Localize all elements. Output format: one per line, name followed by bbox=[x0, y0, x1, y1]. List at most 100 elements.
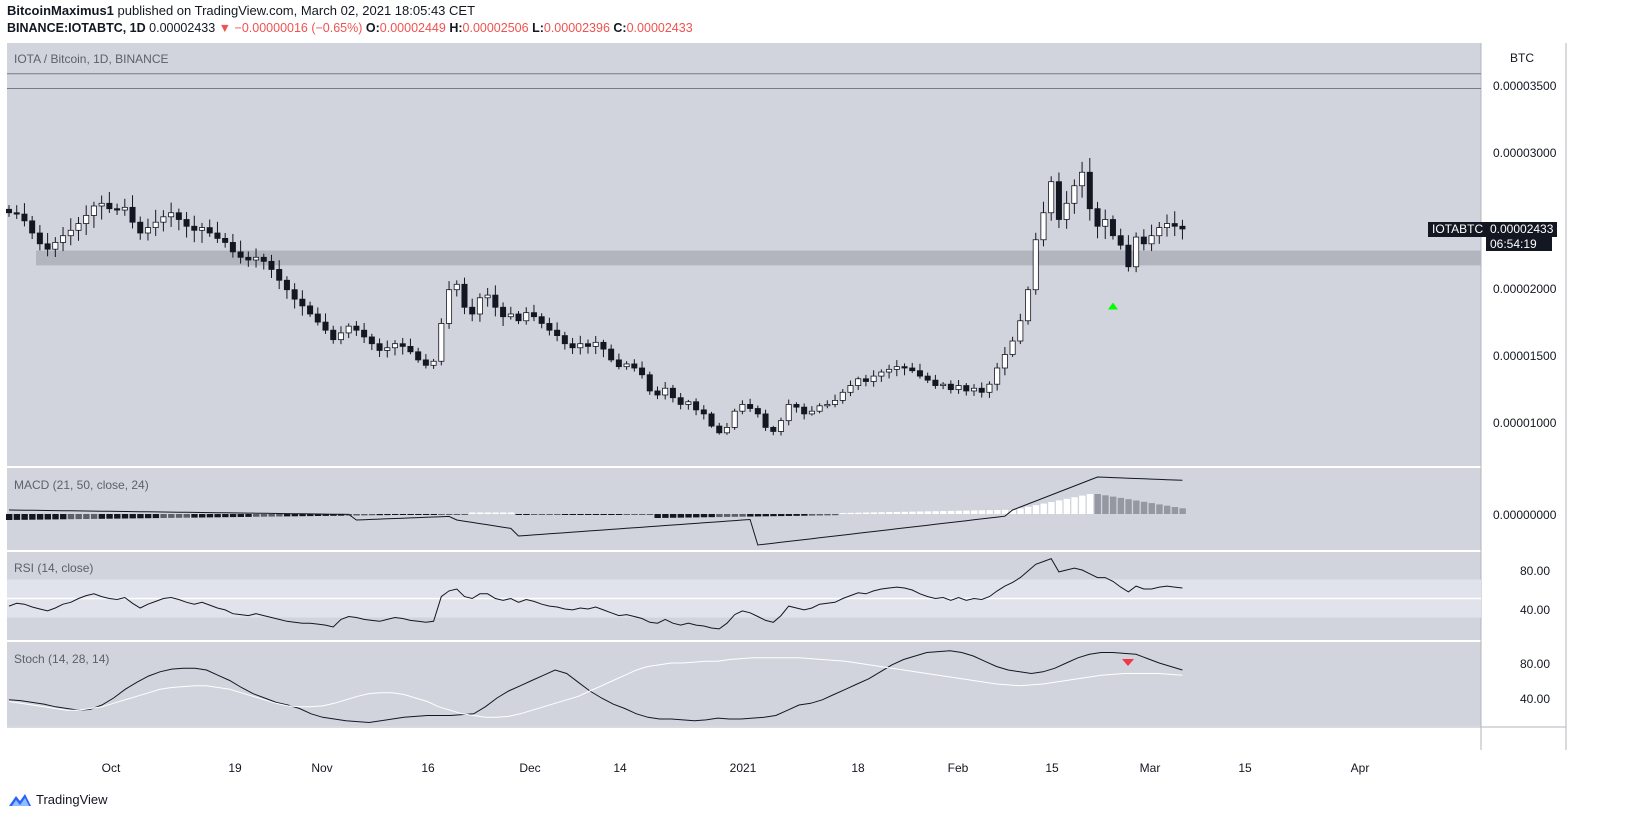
macd-histogram-bar bbox=[245, 514, 252, 517]
macd-histogram-bar bbox=[446, 514, 453, 515]
candle-body bbox=[330, 329, 337, 341]
macd-histogram-bar bbox=[121, 514, 129, 519]
macd-histogram-bar bbox=[1017, 508, 1024, 514]
macd-histogram-bar bbox=[631, 514, 638, 515]
macd-histogram-bar bbox=[585, 514, 592, 515]
candle-body bbox=[862, 378, 869, 382]
candle-body bbox=[83, 215, 90, 224]
macd-histogram-bar bbox=[561, 514, 569, 515]
candle-body bbox=[816, 405, 823, 412]
candle-body bbox=[677, 397, 684, 405]
candle-body bbox=[770, 426, 777, 432]
macd-histogram-bar bbox=[1032, 505, 1040, 514]
macd-histogram-bar bbox=[515, 514, 522, 515]
candle-body bbox=[299, 298, 306, 307]
high-value: 0.00002506 bbox=[462, 21, 529, 35]
macd-histogram-bar bbox=[770, 514, 777, 517]
macd-histogram-bar bbox=[971, 510, 978, 514]
candle-body bbox=[1102, 219, 1109, 227]
candle-body bbox=[36, 232, 43, 245]
macd-histogram-bar bbox=[824, 514, 831, 516]
macd-histogram-bar bbox=[886, 512, 893, 514]
macd-histogram-bar bbox=[152, 514, 160, 519]
macd-histogram-bar bbox=[1048, 502, 1055, 514]
rsi-pane-title: RSI (14, close) bbox=[14, 561, 94, 575]
candle-body bbox=[415, 351, 422, 361]
tradingview-logo-icon bbox=[9, 793, 31, 806]
published-text: published on TradingView.com, March 02, … bbox=[113, 3, 476, 18]
macd-histogram-bar bbox=[700, 514, 708, 518]
macd-histogram-bar bbox=[778, 514, 785, 517]
candle-body bbox=[855, 378, 862, 386]
macd-histogram-bar bbox=[268, 514, 275, 517]
candle-body bbox=[384, 347, 391, 351]
macd-histogram-bar bbox=[6, 514, 13, 520]
macd-histogram-bar bbox=[361, 514, 368, 516]
candle-body bbox=[886, 368, 893, 373]
candle-body bbox=[916, 370, 923, 377]
candle-body bbox=[646, 374, 653, 392]
macd-histogram-bar bbox=[1133, 500, 1140, 514]
candle-body bbox=[337, 332, 344, 341]
macd-histogram-bar bbox=[639, 514, 646, 515]
macd-histogram-bar bbox=[60, 514, 67, 520]
macd-histogram-bar bbox=[546, 514, 553, 515]
candle-body bbox=[484, 294, 491, 299]
macd-histogram-bar bbox=[407, 514, 414, 515]
close-label: C: bbox=[613, 21, 627, 35]
candle-body bbox=[940, 383, 947, 386]
macd-histogram-bar bbox=[392, 514, 399, 515]
candle-body bbox=[1040, 212, 1047, 241]
candle-body bbox=[492, 294, 499, 308]
candle-body bbox=[453, 283, 460, 291]
macd-histogram-bar bbox=[901, 511, 908, 514]
candle-body bbox=[569, 343, 576, 349]
macd-histogram-bar bbox=[932, 511, 939, 514]
macd-histogram-bar bbox=[1164, 505, 1171, 514]
candle-body bbox=[1156, 227, 1163, 237]
author-name[interactable]: BitcoinMaximus1 bbox=[7, 3, 114, 18]
macd-histogram-bar bbox=[1071, 497, 1078, 514]
candle-body bbox=[847, 385, 854, 393]
macd-histogram-bar bbox=[577, 514, 584, 515]
candle-body bbox=[963, 385, 970, 392]
macd-histogram-bar bbox=[731, 514, 739, 517]
candle-body bbox=[971, 387, 978, 392]
macd-histogram-bar bbox=[500, 512, 507, 514]
candle-body bbox=[639, 367, 646, 376]
macd-histogram-bar bbox=[739, 514, 746, 517]
macd-histogram-bar bbox=[106, 514, 113, 519]
candle-body bbox=[500, 306, 507, 318]
macd-histogram-bar bbox=[199, 514, 206, 518]
candle-body bbox=[13, 212, 20, 215]
time-axis-label: Feb bbox=[947, 761, 969, 775]
candle-body bbox=[461, 283, 468, 308]
candle-body bbox=[669, 387, 676, 399]
pane-background bbox=[7, 468, 1481, 550]
candle-body bbox=[345, 325, 352, 334]
candle-body bbox=[693, 401, 700, 411]
macd-histogram-bar bbox=[608, 514, 615, 515]
candle-body bbox=[1001, 354, 1008, 369]
candle-body bbox=[276, 269, 283, 281]
candle-body bbox=[994, 367, 1001, 385]
macd-histogram-bar bbox=[1025, 506, 1032, 514]
candle-body bbox=[260, 256, 267, 262]
macd-histogram-bar bbox=[129, 514, 136, 519]
macd-histogram-bar bbox=[75, 514, 82, 520]
macd-histogram-bar bbox=[237, 514, 244, 517]
candle-body bbox=[832, 399, 839, 405]
time-axis-label: Nov bbox=[311, 761, 333, 775]
macd-histogram-bar bbox=[685, 514, 692, 518]
candle-body bbox=[407, 345, 414, 353]
tradingview-footer[interactable]: TradingView bbox=[8, 792, 108, 807]
candle-body bbox=[924, 375, 931, 381]
macd-histogram-bar bbox=[438, 514, 445, 515]
macd-histogram-bar bbox=[137, 514, 144, 519]
candle-body bbox=[29, 220, 36, 234]
candle-body bbox=[391, 343, 398, 349]
macd-histogram-bar bbox=[762, 514, 769, 517]
candle-body bbox=[353, 325, 360, 331]
price-change: −0.00000016 (−0.65%) bbox=[234, 21, 363, 35]
